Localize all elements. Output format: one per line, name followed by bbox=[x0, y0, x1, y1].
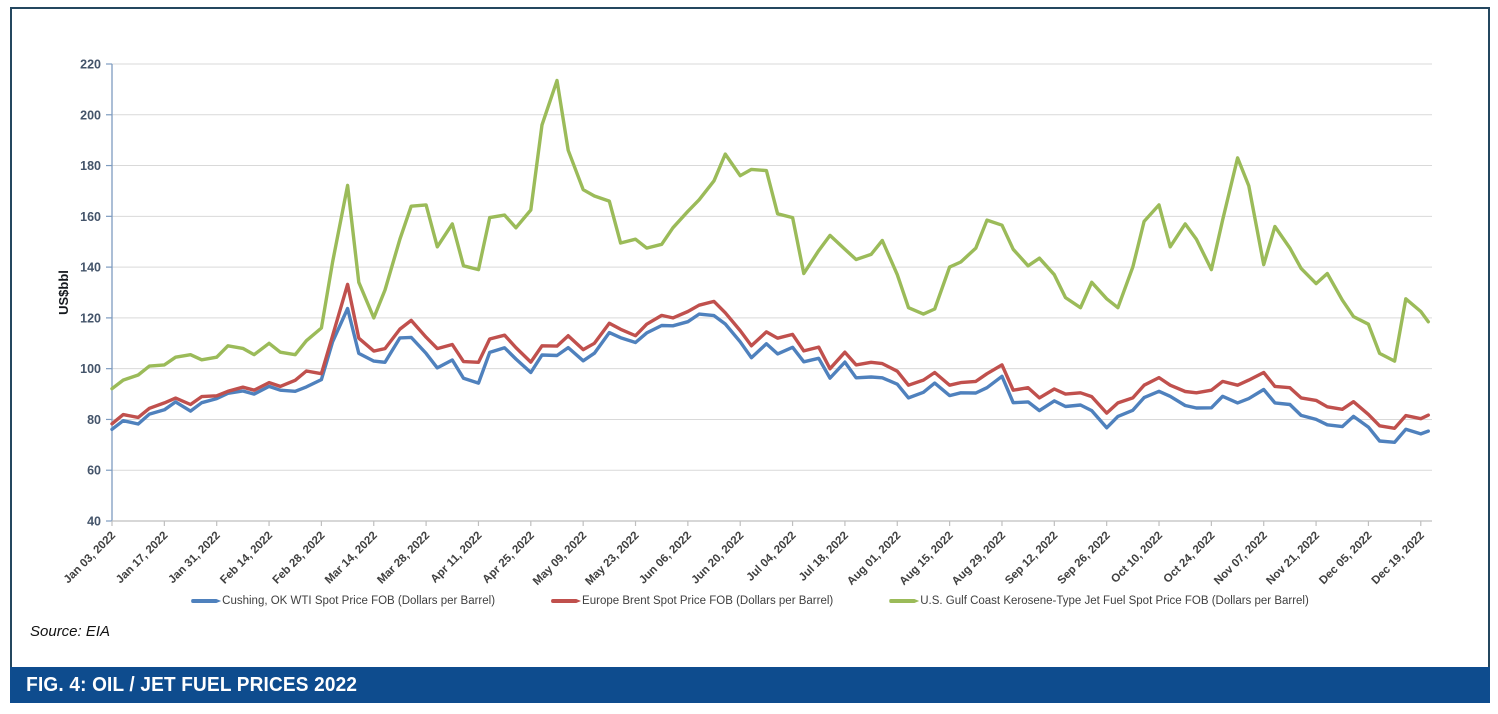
x-tick-label: Jun 06, 2022 bbox=[637, 530, 694, 587]
x-tick-label: Jan 03, 2022 bbox=[62, 530, 118, 586]
x-tick-label: Feb 28, 2022 bbox=[271, 530, 328, 587]
x-tick-label: Nov 21, 2022 bbox=[1264, 530, 1322, 588]
x-tick-label: Apr 25, 2022 bbox=[481, 530, 537, 586]
x-tick-label: Mar 14, 2022 bbox=[323, 530, 380, 587]
brent-legend-label: Europe Brent Spot Price FOB (Dollars per… bbox=[582, 595, 834, 607]
x-tick-label: Oct 24, 2022 bbox=[1162, 530, 1218, 586]
figure-caption-bar: FIG. 4: OIL / JET FUEL PRICES 2022 bbox=[10, 667, 1490, 703]
jetfuel-legend-label: U.S. Gulf Coast Kerosene-Type Jet Fuel S… bbox=[920, 595, 1309, 607]
brent-legend-marker-icon bbox=[551, 598, 582, 604]
series-line-2 bbox=[110, 78, 1431, 391]
y-tick-label: 200 bbox=[80, 108, 101, 122]
legend-item-jetfuel: U.S. Gulf Coast Kerosene-Type Jet Fuel S… bbox=[889, 595, 1309, 607]
legend-item-wti: Cushing, OK WTI Spot Price FOB (Dollars … bbox=[191, 595, 495, 607]
source-note: Source: EIA bbox=[30, 623, 111, 640]
x-tick-label: Jul 18, 2022 bbox=[797, 530, 851, 584]
x-tick-label: Sep 12, 2022 bbox=[1003, 530, 1060, 587]
x-tick-label: Apr 11, 2022 bbox=[429, 530, 485, 586]
legend-item-brent: Europe Brent Spot Price FOB (Dollars per… bbox=[551, 595, 833, 607]
y-tick-label: 140 bbox=[80, 261, 101, 275]
y-tick-label: 120 bbox=[80, 311, 101, 325]
y-tick-label: 80 bbox=[87, 413, 101, 427]
x-tick-label: Aug 15, 2022 bbox=[898, 530, 956, 588]
series-line-1 bbox=[110, 282, 1431, 430]
y-tick-label: 160 bbox=[80, 210, 101, 224]
x-tick-label: Feb 14, 2022 bbox=[218, 530, 275, 587]
figure-caption: FIG. 4: OIL / JET FUEL PRICES 2022 bbox=[26, 673, 358, 696]
y-tick-label: 220 bbox=[80, 58, 101, 72]
legend: Cushing, OK WTI Spot Price FOB (Dollars … bbox=[12, 595, 1488, 607]
x-tick-label: Sep 26, 2022 bbox=[1055, 530, 1112, 587]
x-tick-label: May 09, 2022 bbox=[531, 530, 589, 588]
series-line-0 bbox=[110, 306, 1431, 444]
x-tick-label: Jan 17, 2022 bbox=[114, 530, 170, 586]
x-tick-label: Jun 20, 2022 bbox=[689, 530, 746, 587]
x-tick-label: Jul 04, 2022 bbox=[745, 530, 799, 584]
x-tick-label: Aug 01, 2022 bbox=[845, 530, 903, 588]
x-tick-label: Dec 19, 2022 bbox=[1370, 530, 1427, 587]
x-tick-label: May 23, 2022 bbox=[583, 530, 641, 588]
wti-legend-marker-icon bbox=[191, 598, 222, 604]
y-tick-label: 100 bbox=[80, 362, 101, 376]
y-tick-label: 180 bbox=[80, 159, 101, 173]
jetfuel-legend-marker-icon bbox=[889, 598, 920, 604]
y-tick-label: 40 bbox=[87, 515, 101, 529]
x-tick-label: Nov 07, 2022 bbox=[1212, 530, 1270, 588]
y-tick-label: 60 bbox=[87, 464, 101, 478]
x-tick-label: Dec 05, 2022 bbox=[1317, 530, 1374, 587]
wti-legend-label: Cushing, OK WTI Spot Price FOB (Dollars … bbox=[222, 595, 496, 607]
x-tick-label: Aug 29, 2022 bbox=[950, 530, 1008, 588]
x-tick-label: Oct 10, 2022 bbox=[1109, 530, 1165, 586]
y-axis-title: US$bbl bbox=[56, 270, 71, 315]
figure-frame: 40 60 80 100 120 140 160 180 200 220 Jan 03, 2022 J… bbox=[10, 7, 1490, 669]
x-tick-label: Jan 31, 2022 bbox=[166, 530, 222, 586]
x-tick-label: Mar 28, 2022 bbox=[375, 530, 432, 587]
